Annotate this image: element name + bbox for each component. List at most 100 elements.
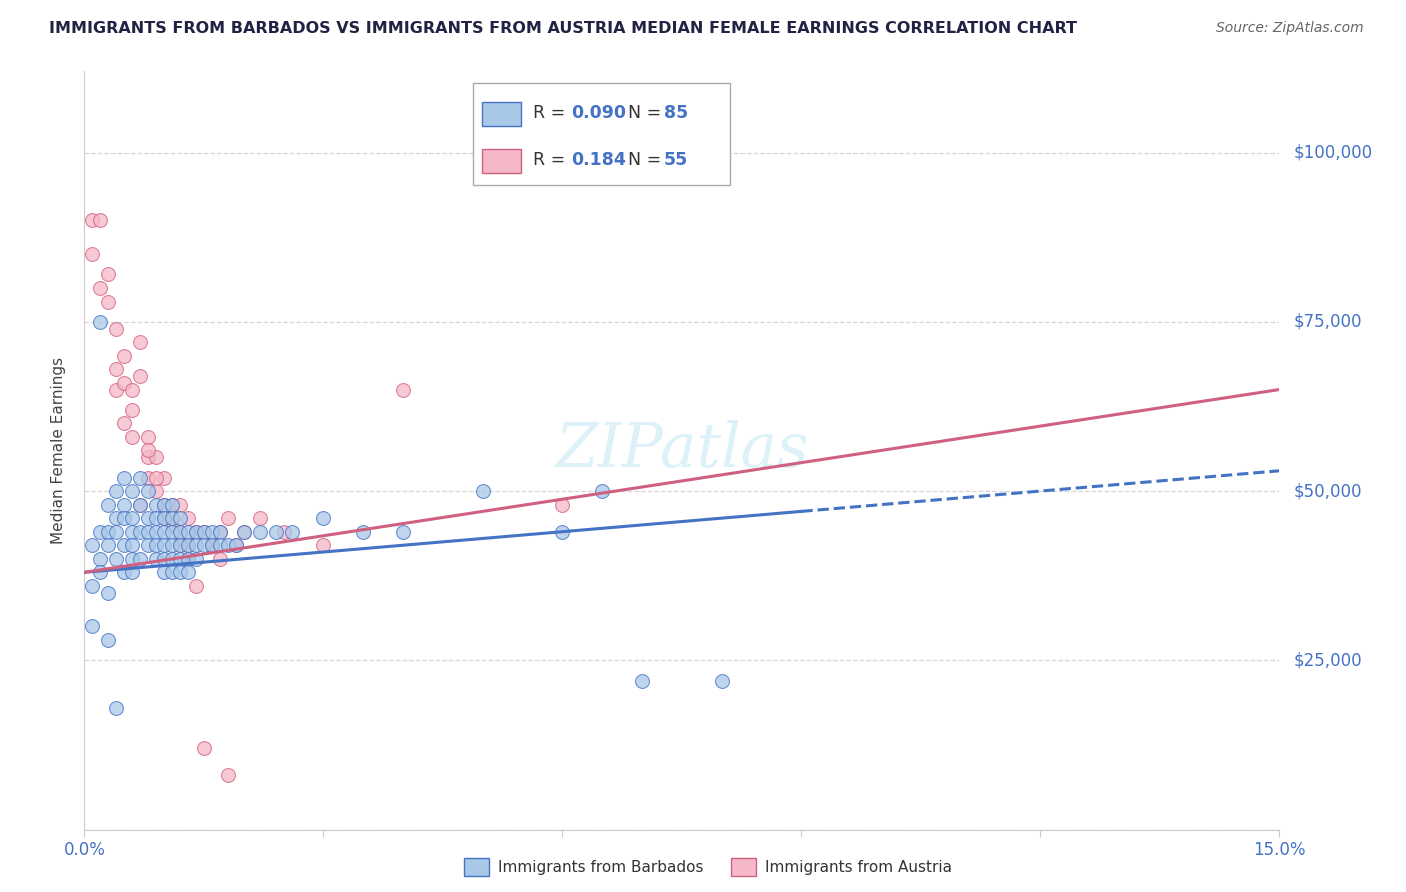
Point [121,484,143,499]
FancyBboxPatch shape [472,83,730,186]
Point [112,349,135,363]
Text: 55: 55 [664,151,688,169]
Point [169,538,191,552]
Point [145,538,167,552]
Point [105,362,128,376]
Point [225,538,247,552]
Point [312,511,335,525]
Point [153,511,176,525]
Point [105,321,128,335]
Point [169,511,191,525]
Point [82,247,104,261]
Point [169,524,191,539]
Point [89,213,111,227]
Point [249,524,271,539]
Text: $25,000: $25,000 [1294,651,1362,669]
Point [169,538,191,552]
Point [208,524,231,539]
Text: Immigrants from Barbados: Immigrants from Barbados [498,860,703,874]
Text: R =: R = [533,104,571,122]
Point [160,551,183,566]
Point [121,551,143,566]
Point [177,551,200,566]
Text: Source: ZipAtlas.com: Source: ZipAtlas.com [1216,21,1364,35]
Point [264,524,287,539]
Point [89,281,111,295]
Point [136,430,159,444]
Point [160,517,183,532]
Text: R =: R = [533,151,571,169]
Point [177,566,200,580]
Point [82,538,104,552]
Point [121,566,143,580]
Point [160,498,183,512]
Point [112,498,135,512]
Point [232,524,254,539]
Text: 0.184: 0.184 [571,151,626,169]
Point [280,524,302,539]
Point [160,566,183,580]
Point [551,498,574,512]
Point [129,498,152,512]
Point [112,538,135,552]
Point [193,524,215,539]
Point [160,538,183,552]
Text: $50,000: $50,000 [1294,482,1362,500]
Point [97,524,120,539]
Point [177,538,200,552]
Point [169,566,191,580]
Point [112,470,135,484]
Point [97,294,120,309]
Point [201,538,224,552]
Point [184,579,207,593]
Point [153,524,176,539]
Point [217,511,239,525]
Point [129,551,152,566]
Point [153,538,176,552]
Point [193,524,215,539]
Point [136,538,159,552]
Point [153,511,176,525]
Point [153,551,176,566]
Point [392,383,415,397]
Point [217,538,239,552]
Point [112,511,135,525]
Point [121,383,143,397]
Point [121,511,143,525]
FancyBboxPatch shape [482,102,520,126]
Point [177,551,200,566]
Text: 85: 85 [664,104,688,122]
Point [129,498,152,512]
Point [105,551,128,566]
Point [208,538,231,552]
Point [129,470,152,484]
Point [169,551,191,566]
Point [169,524,191,539]
Point [129,369,152,384]
Point [97,268,120,282]
Point [89,566,111,580]
Point [153,498,176,512]
Point [193,741,215,756]
Point [184,524,207,539]
Point [160,511,183,525]
Point [177,511,200,525]
Point [201,524,224,539]
Point [97,498,120,512]
Point [105,511,128,525]
Point [129,335,152,350]
Point [145,551,167,566]
Point [184,538,207,552]
Point [112,417,135,431]
Text: N =: N = [628,104,666,122]
Point [82,619,104,633]
Point [121,402,143,417]
Point [112,566,135,580]
Point [471,484,494,499]
Point [97,633,120,648]
Point [121,538,143,552]
Point [112,376,135,390]
Point [89,524,111,539]
Point [129,524,152,539]
Point [105,484,128,499]
